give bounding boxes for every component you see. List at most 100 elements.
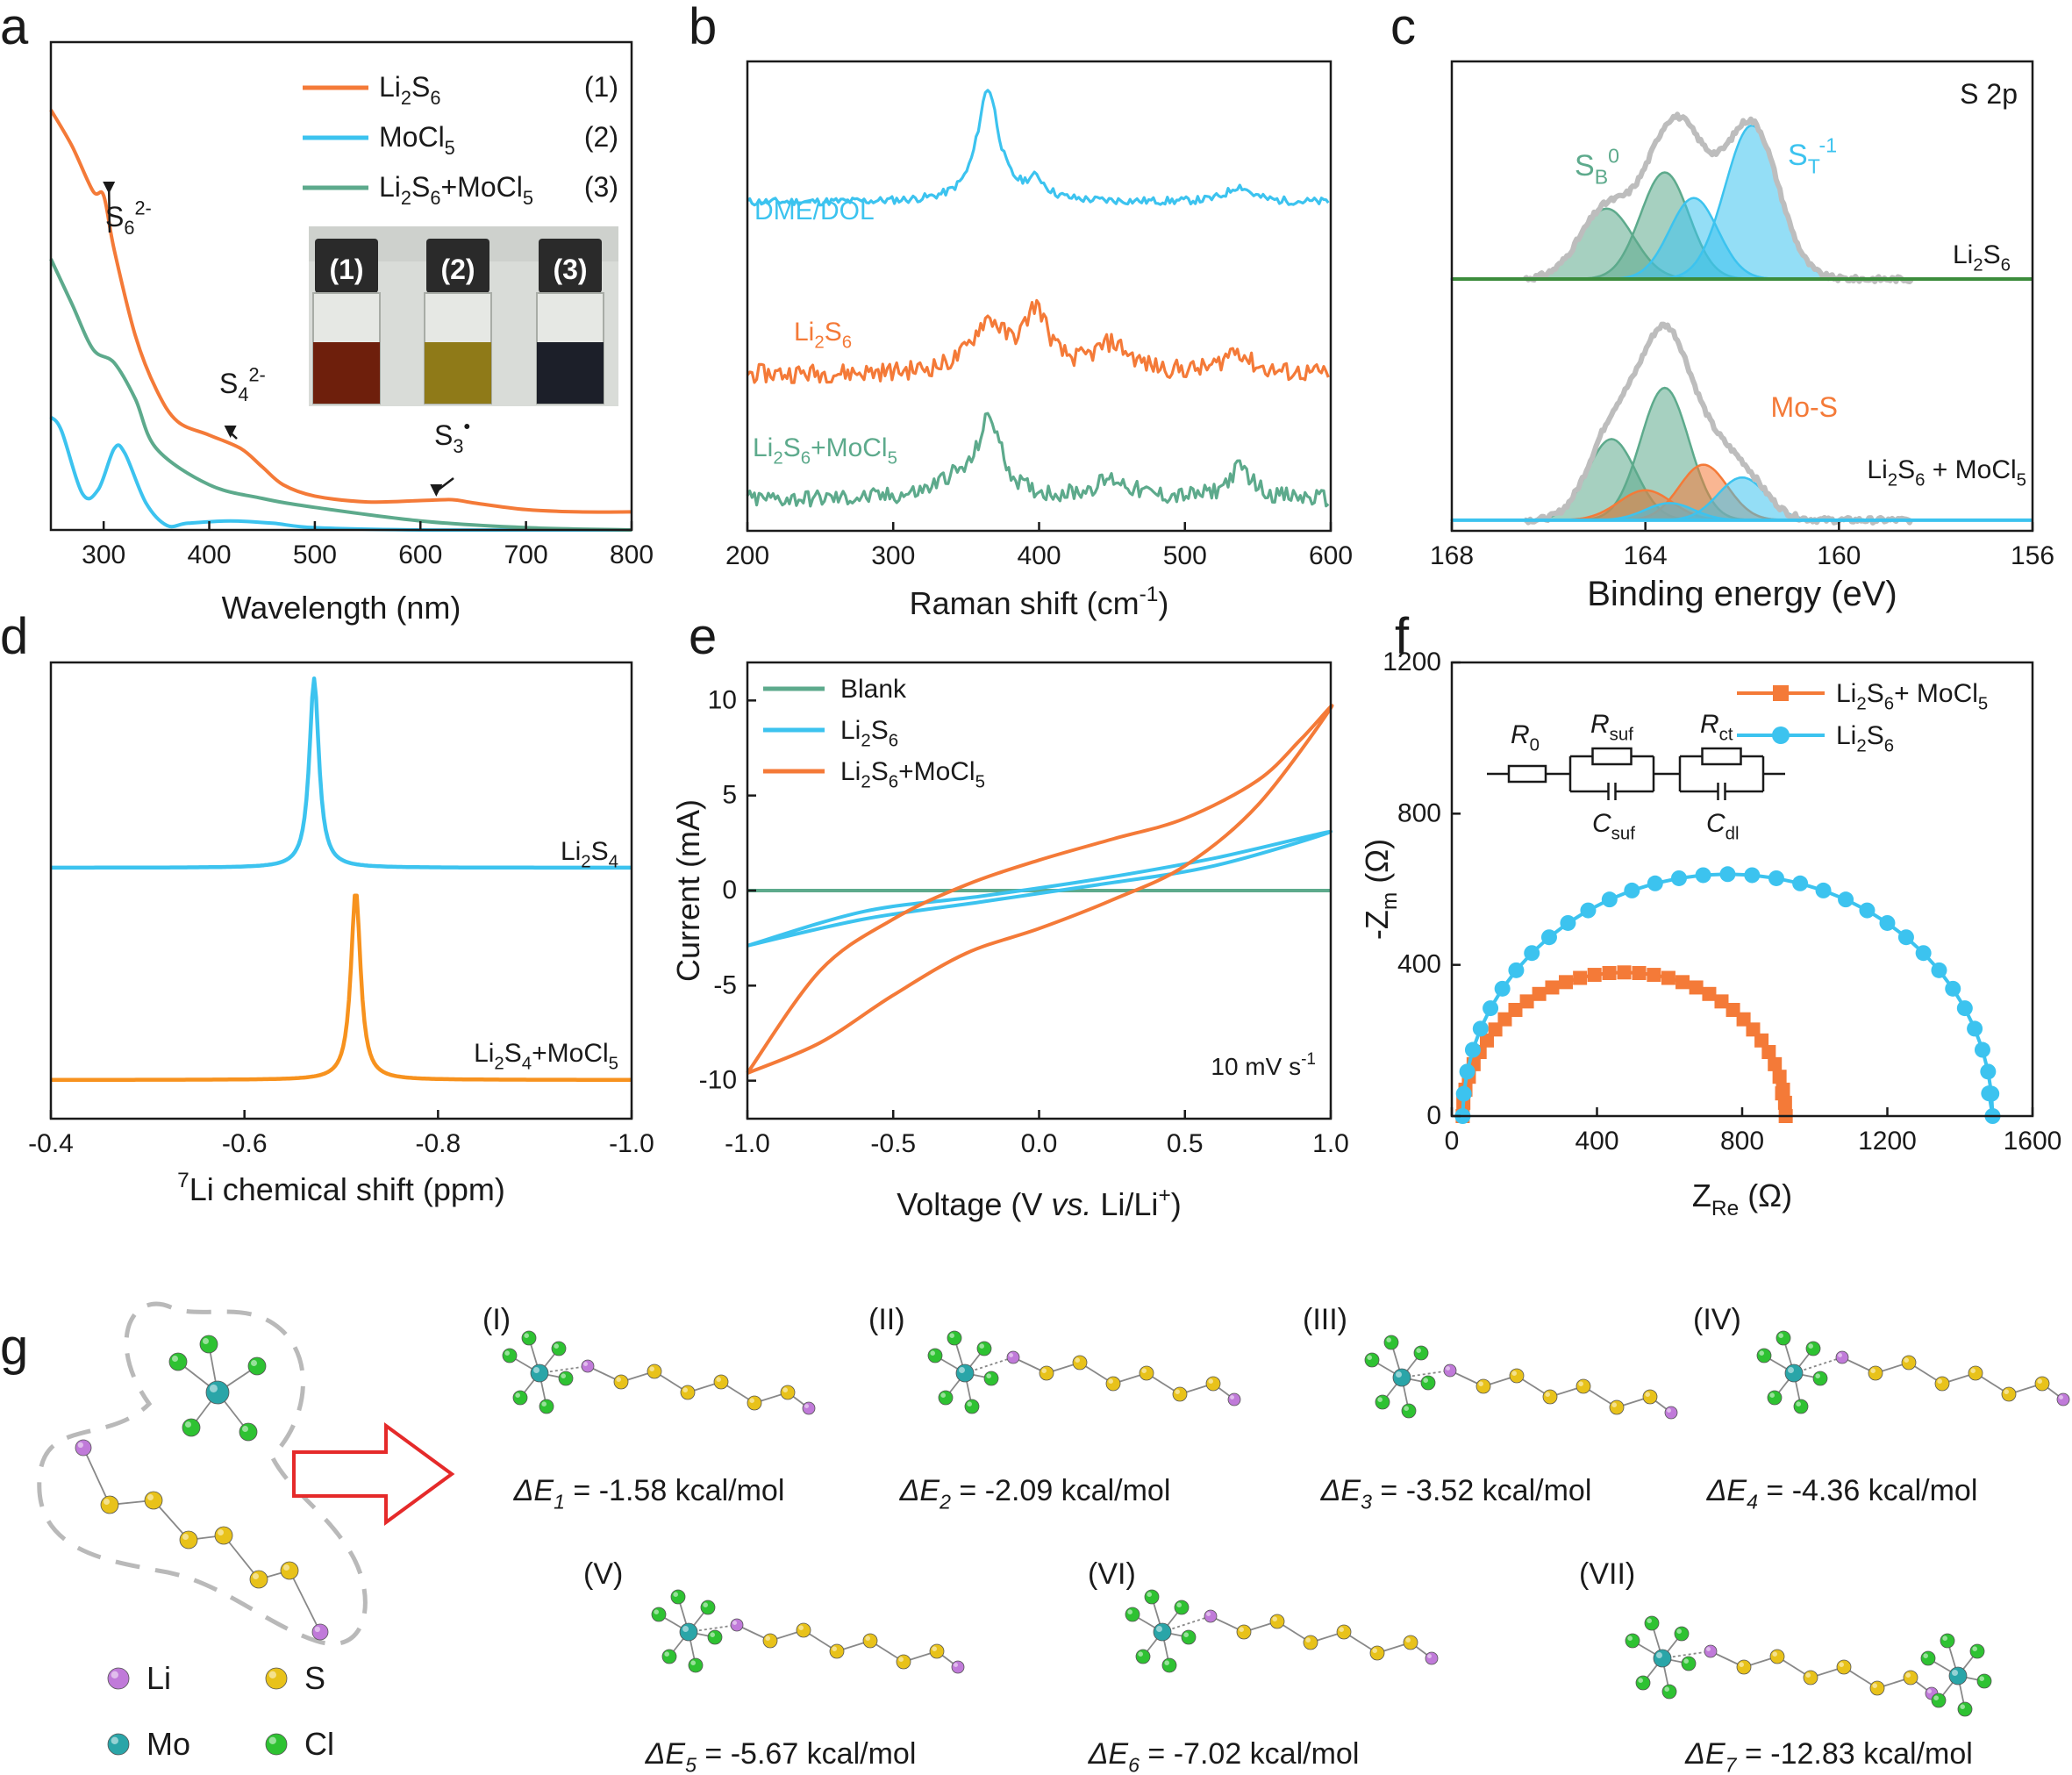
resistor (1591, 747, 1633, 766)
atom-S (1072, 1355, 1088, 1371)
panel-letter-c: c (1390, 0, 1416, 55)
atom-highlight (1404, 1406, 1409, 1411)
atom-highlight (1972, 1646, 1977, 1651)
resistor (1701, 747, 1742, 766)
legend-label: Li2S6+ MoCl5 (1836, 679, 1988, 713)
atom-Cl (168, 1352, 188, 1371)
atom-S (929, 1643, 945, 1659)
atom-S (1509, 1368, 1525, 1384)
atom-S (1836, 1659, 1852, 1675)
config-id: (V) (583, 1557, 623, 1591)
atom-highlight (1942, 1635, 1947, 1641)
atom-Li (311, 1623, 329, 1641)
atom-Cl (1181, 1629, 1197, 1645)
x-tick-label: 168 (1430, 541, 1474, 570)
atom-highlight (1664, 1686, 1669, 1692)
atom-S (179, 1530, 198, 1550)
series-line-Li2S6 (746, 298, 1330, 384)
binding-energy-label: ΔE2 = -2.09 kcal/mol (899, 1474, 1171, 1514)
atom-highlight (932, 1646, 937, 1651)
atom-Cl (1976, 1673, 1992, 1689)
atom-Cl (1644, 1615, 1660, 1631)
legend-label: Li2S6 (379, 71, 440, 109)
atom-S (762, 1633, 778, 1649)
x-tick-label: 300 (82, 540, 125, 569)
binding-energy-label: ΔE5 = -5.67 kcal/mol (645, 1737, 917, 1775)
x-tick-label: 700 (504, 540, 548, 569)
atom-highlight (1970, 1368, 1976, 1373)
x-tick-label: -0.8 (415, 1129, 461, 1158)
atom-highlight (172, 1356, 178, 1362)
atom-highlight (954, 1663, 959, 1668)
legend-number: (3) (584, 171, 618, 203)
atom-Cl (1383, 1335, 1399, 1350)
atom-highlight (1645, 1392, 1650, 1397)
legend-label-S: S (304, 1660, 325, 1696)
atom-Mo (955, 1363, 975, 1383)
series-label: Li2S6 + MoCl5 (1867, 455, 2026, 490)
atom-highlight (1683, 1658, 1689, 1664)
plot-frame (1450, 60, 2034, 533)
st-label: ST-1 (1788, 134, 1837, 178)
atom-highlight (1147, 1592, 1152, 1597)
data-point (1464, 1041, 1481, 1058)
atom-highlight (251, 1360, 257, 1366)
data-point (1560, 914, 1576, 931)
atom-highlight (1796, 1401, 1801, 1406)
vial-label: (2) (440, 254, 475, 285)
panel-letter-a: a (0, 0, 29, 55)
atom-Li (2056, 1392, 2070, 1406)
circuit-label: R0 (1511, 720, 1540, 755)
atom-S (1934, 1376, 1950, 1392)
atom-highlight (77, 1442, 83, 1448)
peak-annotation: S3• (434, 416, 470, 457)
atom-highlight (1009, 1353, 1014, 1358)
circuit-label: Rsuf (1590, 710, 1633, 744)
xps-spectrum-0 (1450, 111, 2033, 284)
atom-Cl (1413, 1345, 1429, 1361)
atom-Cl (688, 1657, 704, 1673)
atom-highlight (832, 1646, 837, 1651)
atom-Cl (1957, 1701, 1973, 1717)
annotation-arrowhead (224, 426, 237, 439)
atom-highlight (111, 1671, 118, 1679)
atom-Li (730, 1618, 744, 1632)
atom-highlight (1788, 1367, 1794, 1373)
atom-S (780, 1385, 796, 1400)
atom-S (680, 1385, 696, 1400)
atom-highlight (1769, 1392, 1775, 1398)
atom-highlight (1176, 1602, 1182, 1607)
atom-Cl (1161, 1657, 1177, 1673)
legend-marker (1773, 685, 1789, 701)
atom-highlight (533, 1367, 539, 1373)
data-point (1675, 975, 1690, 990)
mos-label: Mo-S (1771, 391, 1838, 423)
atom-highlight (1667, 1408, 1672, 1414)
x-tick-label: 500 (293, 540, 337, 569)
legend-label: Blank (840, 675, 907, 704)
atom-S (100, 1495, 119, 1514)
atom-Li (1443, 1363, 1457, 1378)
y-tick-label: 0 (722, 876, 737, 905)
panel-f: f Li2S6+ MoCl5 Li2S6 R0 Rsuf Rct Csuf Cdl 0 400 80… (1359, 608, 2061, 1220)
legend-number: (2) (584, 121, 618, 153)
atom-highlight (654, 1609, 659, 1614)
atom-Cl (1931, 1693, 1947, 1708)
y-axis-title: Current (mA) (670, 799, 706, 982)
x-tick-label: 400 (1575, 1127, 1618, 1156)
reaction-arrow (292, 1422, 455, 1526)
config-6: (VI) ΔE6 = -7.02 kcal/mol (1088, 1557, 1439, 1775)
x-tick-label: -1.0 (725, 1129, 770, 1158)
atom-Cl (265, 1733, 288, 1756)
atom-S (1868, 1365, 1883, 1381)
annotation-arrowhead (430, 483, 443, 497)
data-point (1483, 1000, 1499, 1017)
panel-a: a Li2S6 (1) MoCl5 (2) Li2S6+MoCl5 (3) (1) (2) (3)… (0, 0, 654, 626)
series-line-DME/DOL (746, 89, 1330, 207)
atom-Cl (551, 1341, 567, 1356)
molecule (1756, 1330, 2070, 1414)
atom-Li (1704, 1644, 1718, 1658)
atom-Cl (1805, 1341, 1821, 1356)
binding-energy-label: ΔE4 = -4.36 kcal/mol (1706, 1474, 1978, 1514)
atom-Cl (502, 1348, 518, 1363)
